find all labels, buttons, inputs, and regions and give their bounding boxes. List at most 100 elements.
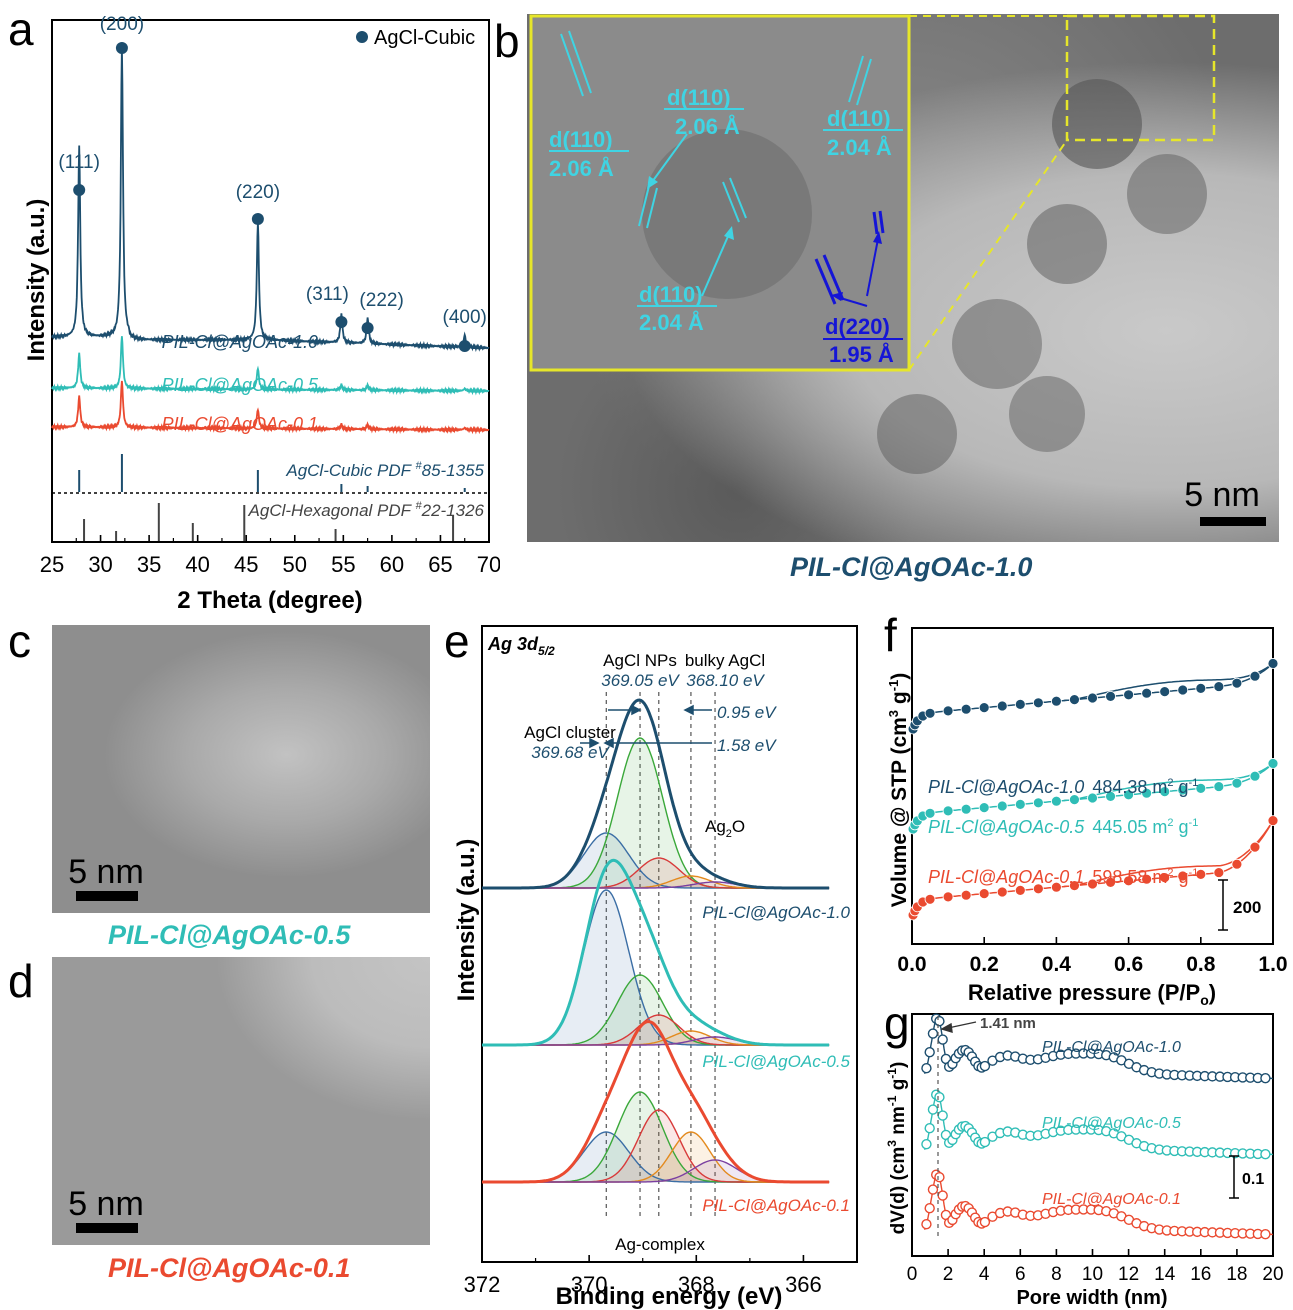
scale-bar-c (76, 891, 138, 901)
xrd-series-label-3: PIL-Cl@AgOAc-0.1 (162, 414, 318, 434)
bet-point (1032, 883, 1044, 895)
bet-tick-label: 1.0 (1258, 953, 1287, 976)
bet-point (924, 707, 936, 719)
bet-point (1231, 777, 1243, 789)
xrd-tick-label: 65 (428, 552, 452, 577)
annotation-4-top: d(110) (639, 282, 703, 307)
nanoparticle-5 (877, 394, 957, 474)
xrd-tick-label: 55 (331, 552, 355, 577)
bet-point (996, 886, 1008, 898)
xps-component-fill (482, 1160, 831, 1182)
psd-point (937, 1190, 948, 1201)
xrd-series (51, 46, 490, 435)
psd-tick-label: 16 (1190, 1264, 1211, 1285)
xrd-xlabel: 2 Theta (degree) (177, 587, 362, 614)
nanoparticle-4 (952, 299, 1042, 389)
xrd-series-line (51, 46, 490, 353)
xrd-ylabel: Intensity (a.u.) (23, 199, 50, 362)
nanoparticle-1 (1052, 79, 1142, 169)
xps-tick-label: 370 (571, 1272, 608, 1297)
bet-point (1087, 878, 1098, 890)
psd-point (937, 1034, 948, 1045)
bet-series-labels: PIL-Cl@AgOAc-1.0 484.38 m2 g-1 PIL-Cl@AgO… (928, 777, 1198, 887)
psd-point (979, 1216, 991, 1228)
lattice-marks-cyan (560, 30, 872, 229)
bet-point (1105, 790, 1116, 802)
svg-text:369.05 eV: 369.05 eV (601, 671, 680, 690)
bet-point (1159, 872, 1171, 884)
psd-tick-label: 18 (1226, 1264, 1247, 1285)
bet-xlabel: Relative pressure (P/Po) (968, 980, 1216, 1008)
panel-label-b: b (494, 15, 520, 67)
psd-ylabel: dV(d) (cm3 nm-1 g-1) (885, 1062, 909, 1235)
psd-scale-label: 0.1 (1242, 1171, 1264, 1188)
psd-series-label-3: PIL-Cl@AgOAc-0.1 (1042, 1191, 1181, 1208)
psd-point (921, 1063, 932, 1074)
bet-tick-label: 0.4 (1042, 953, 1072, 976)
xrd-peak-label: (200) (100, 14, 144, 35)
caption-d: PIL-Cl@AgOAc-0.1 (108, 1253, 351, 1283)
xrd-peak-marker (73, 184, 86, 196)
xrd-ref-cubic-label: AgCl-Cubic PDF #85-1355 (285, 460, 484, 480)
bet-point (1249, 670, 1261, 682)
xrd-series-line (51, 336, 490, 396)
bet-point (1014, 798, 1026, 810)
bet-point (1231, 858, 1243, 870)
bet-point (1141, 687, 1153, 699)
scale-bar-label-d: 5 nm (68, 1185, 144, 1223)
xrd-peak-marker (115, 42, 128, 54)
bet-point (960, 889, 972, 901)
xrd-peak-label: (111) (58, 152, 100, 173)
bet-point (1195, 683, 1207, 694)
annotation-1-top: d(110) (549, 127, 613, 152)
svg-text:1.58 eV: 1.58 eV (717, 736, 777, 755)
bet-point (1141, 873, 1153, 885)
psd-tick-label: 10 (1082, 1264, 1103, 1285)
bet-scale-label: 200 (1233, 898, 1261, 917)
bet-tick-label: 0.0 (897, 953, 926, 976)
psd-tick-label: 2 (943, 1264, 954, 1285)
bet-point (1069, 880, 1080, 892)
xrd-peak-marker (251, 213, 264, 225)
psd-point (1260, 1228, 1271, 1240)
svg-text:bulky AgCl: bulky AgCl (685, 651, 765, 670)
nanoparticle-3 (1027, 204, 1107, 284)
bet-point (1123, 689, 1135, 701)
xrd-tick-label: 70 (477, 552, 500, 577)
psd-tick-label: 4 (979, 1264, 990, 1285)
bet-point (1267, 815, 1279, 827)
bet-point (1213, 867, 1225, 878)
xps-component-fill (482, 1037, 831, 1045)
xps-tick-label: 368 (678, 1272, 715, 1297)
psd-tick-label: 12 (1118, 1264, 1139, 1285)
bet-point (1249, 841, 1261, 853)
panel-label-c: c (8, 615, 31, 667)
psd-point (921, 1219, 932, 1230)
xrd-tick-label: 40 (185, 552, 209, 577)
psd-point (937, 1110, 948, 1121)
bet-ticks: 0.0 0.2 0.4 0.6 0.8 1.0 (897, 937, 1288, 976)
xps-envelope-line (482, 698, 830, 890)
bet-point (1159, 786, 1171, 798)
bet-point (1159, 686, 1171, 697)
annotation-arrows (647, 133, 882, 307)
tem-image-0-5: 5 nm (52, 625, 430, 913)
psd-peak-arrow (940, 1021, 977, 1033)
bet-point (1032, 697, 1044, 709)
xrd-tick-label: 30 (88, 552, 112, 577)
xps-tick-label: 366 (785, 1272, 822, 1297)
panel-label-g: g (884, 997, 910, 1049)
psd-ticks: 0 2 4 6 8 10 12 14 16 18 20 (907, 1249, 1284, 1285)
svg-text:368.10 eV: 368.10 eV (686, 671, 765, 690)
bet-point (1177, 684, 1189, 696)
panel-label-d: d (8, 955, 34, 1007)
annotation-3-top: d(110) (827, 106, 891, 131)
psd-series-label-2: PIL-Cl@AgOAc-0.5 (1042, 1115, 1181, 1132)
bet-point (1267, 758, 1279, 769)
xps-component-fill (482, 738, 831, 888)
bet-scale-bar (1218, 879, 1228, 931)
bet-point (1050, 881, 1062, 893)
bet-point (960, 703, 972, 715)
nanoparticle-6 (1009, 376, 1085, 452)
